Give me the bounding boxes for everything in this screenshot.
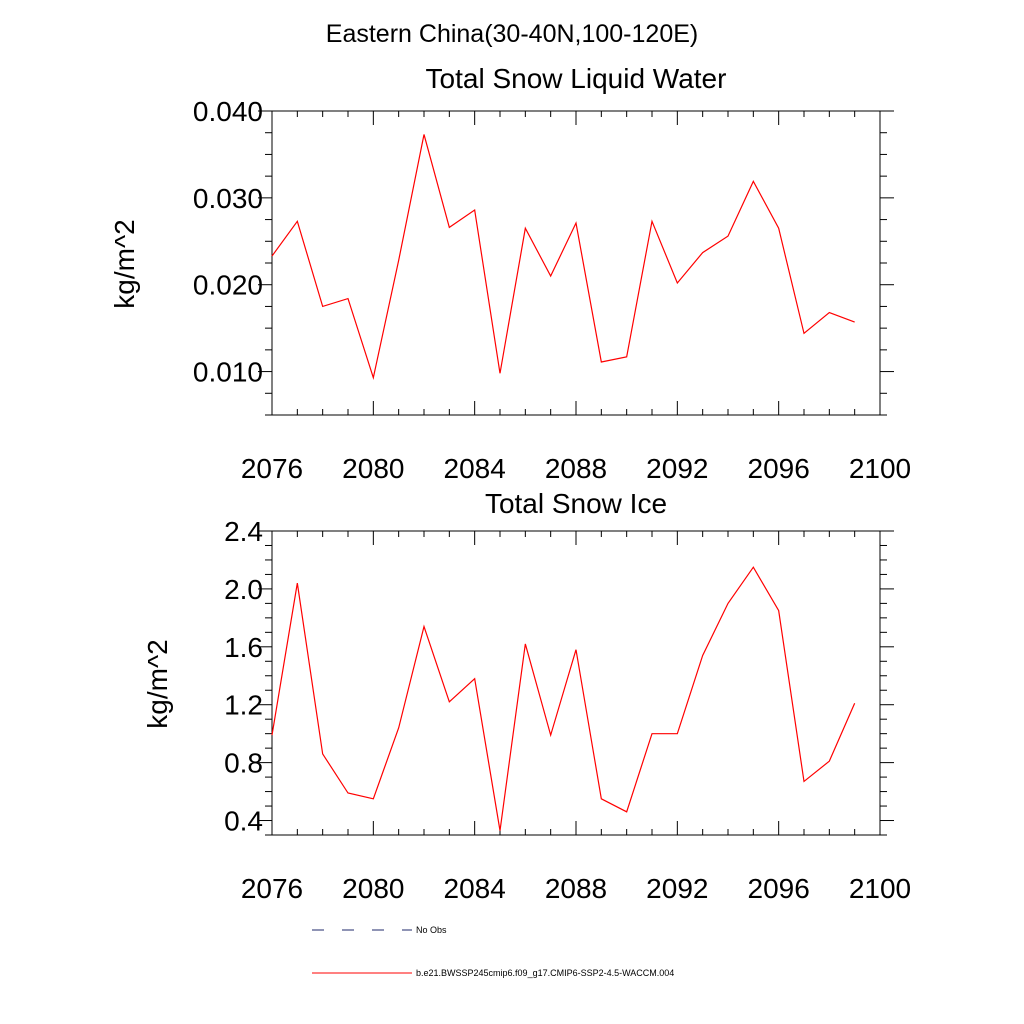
x-tick-label: 2092: [646, 453, 708, 484]
data-point: [727, 603, 729, 605]
y-axis-label: kg/m^2: [109, 219, 140, 308]
y-tick-label: 0.010: [193, 357, 263, 388]
legend-obs-label: No Obs: [416, 925, 447, 935]
legend: No Obs b.e21.BWSSP245cmip6.f09_g17.CMIP6…: [312, 925, 674, 978]
data-point: [677, 733, 679, 735]
data-point: [398, 727, 400, 729]
y-axis-label: kg/m^2: [142, 639, 173, 728]
data-point: [347, 298, 349, 300]
series-line: [271, 566, 856, 831]
data-point: [499, 830, 501, 832]
data-point: [474, 678, 476, 680]
data-point: [702, 252, 704, 254]
x-tick-label: 2100: [849, 873, 911, 904]
x-tick-label: 2084: [444, 873, 506, 904]
x-tick-label: 2096: [748, 453, 810, 484]
data-point: [677, 282, 679, 284]
data-point: [499, 373, 501, 375]
x-tick-label: 2088: [545, 453, 607, 484]
data-point: [550, 275, 552, 277]
figure-suptitle: Eastern China(30-40N,100-120E): [326, 20, 698, 48]
x-tick-label: 2092: [646, 873, 708, 904]
chart-title: Total Snow Liquid Water: [426, 63, 727, 94]
data-point: [651, 221, 653, 223]
data-point: [423, 626, 425, 628]
chart-panel: Total Snow Ice 2076 2080 2084 2088 2092 2096 21…: [142, 488, 911, 904]
data-point: [601, 361, 603, 363]
data-point: [829, 760, 831, 762]
x-tick-label: 2096: [748, 873, 810, 904]
data-point: [854, 702, 856, 704]
y-tick-label: 2.0: [224, 574, 263, 605]
data-point: [297, 582, 299, 584]
data-point: [550, 734, 552, 736]
data-point: [373, 798, 375, 800]
data-point: [449, 701, 451, 703]
y-tick-label: 1.6: [224, 632, 263, 663]
data-point: [854, 321, 856, 323]
data-point: [347, 792, 349, 794]
data-point: [626, 356, 628, 358]
data-point: [373, 377, 375, 379]
data-point: [727, 235, 729, 237]
x-tick-label: 2084: [444, 453, 506, 484]
data-point: [702, 655, 704, 657]
data-point: [575, 649, 577, 651]
data-point: [398, 260, 400, 262]
data-point: [525, 643, 527, 645]
data-point: [829, 312, 831, 314]
data-point: [753, 181, 755, 183]
y-tick-label: 0.4: [224, 806, 263, 837]
data-point: [753, 566, 755, 568]
x-tick-label: 2080: [342, 453, 404, 484]
data-point: [322, 753, 324, 755]
plot-frame: [271, 110, 881, 416]
data-point: [271, 255, 273, 257]
data-point: [626, 811, 628, 813]
x-tick-label: 2100: [849, 453, 911, 484]
data-point: [297, 221, 299, 223]
legend-series-label: b.e21.BWSSP245cmip6.f09_g17.CMIP6-SSP2-4…: [416, 968, 674, 978]
x-tick-label: 2080: [342, 873, 404, 904]
chart-panels: Total Snow Liquid Water 2076 2080 2084 2088 2…: [109, 63, 911, 904]
data-point: [803, 781, 805, 783]
data-point: [778, 610, 780, 612]
data-point: [423, 134, 425, 136]
data-point: [449, 227, 451, 229]
data-point: [322, 306, 324, 308]
chart-title: Total Snow Ice: [485, 488, 667, 519]
data-point: [474, 209, 476, 211]
y-tick-label: 0.8: [224, 748, 263, 779]
data-point: [651, 733, 653, 735]
y-tick-label: 1.2: [224, 690, 263, 721]
data-point: [778, 227, 780, 229]
x-tick-label: 2076: [241, 453, 303, 484]
data-point: [601, 798, 603, 800]
y-tick-label: 0.020: [193, 270, 263, 301]
data-point: [575, 222, 577, 224]
data-point: [525, 227, 527, 229]
x-tick-label: 2088: [545, 873, 607, 904]
y-tick-label: 0.040: [193, 96, 263, 127]
y-tick-label: 2.4: [224, 516, 263, 547]
y-tick-label: 0.030: [193, 183, 263, 214]
chart-panel: Total Snow Liquid Water 2076 2080 2084 2088 2…: [109, 63, 911, 484]
data-point: [803, 333, 805, 335]
data-point: [271, 734, 273, 736]
x-tick-label: 2076: [241, 873, 303, 904]
series-line: [271, 134, 855, 380]
